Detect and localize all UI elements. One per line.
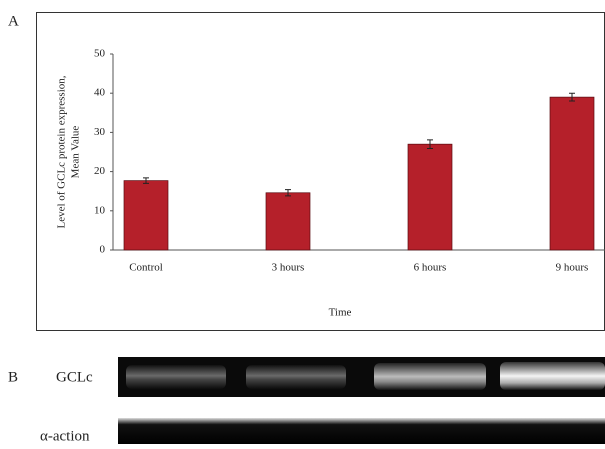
blot xyxy=(118,357,605,444)
y-tick-label: 0 xyxy=(100,244,106,256)
figure: A Time Level of GCLc protein expression,… xyxy=(0,0,605,444)
x-tick-label: 3 hours xyxy=(272,262,305,274)
y-tick-label: 40 xyxy=(94,87,106,99)
bar xyxy=(266,193,310,250)
x-tick-label: 6 hours xyxy=(414,262,447,274)
x-tick-label: 9 hours xyxy=(556,262,589,274)
y-axis-title: Level of GCLc protein expression, xyxy=(56,75,68,228)
y-tick-label: 30 xyxy=(94,126,106,138)
panel-label: A xyxy=(8,13,19,29)
y-tick-label: 10 xyxy=(94,204,106,216)
x-axis-title: Time xyxy=(329,307,352,319)
bar xyxy=(550,97,594,250)
x-tick-label: Control xyxy=(129,262,163,274)
row-label: GCLc xyxy=(56,369,93,385)
bar xyxy=(124,181,168,250)
y-tick-label: 20 xyxy=(94,165,106,177)
panel-frame xyxy=(37,13,605,331)
bar xyxy=(408,144,452,250)
panel-label: B xyxy=(8,369,18,385)
y-axis-title: Mean Value xyxy=(70,126,82,179)
y-tick-label: 50 xyxy=(94,48,106,60)
row-label: α-action xyxy=(40,428,90,444)
